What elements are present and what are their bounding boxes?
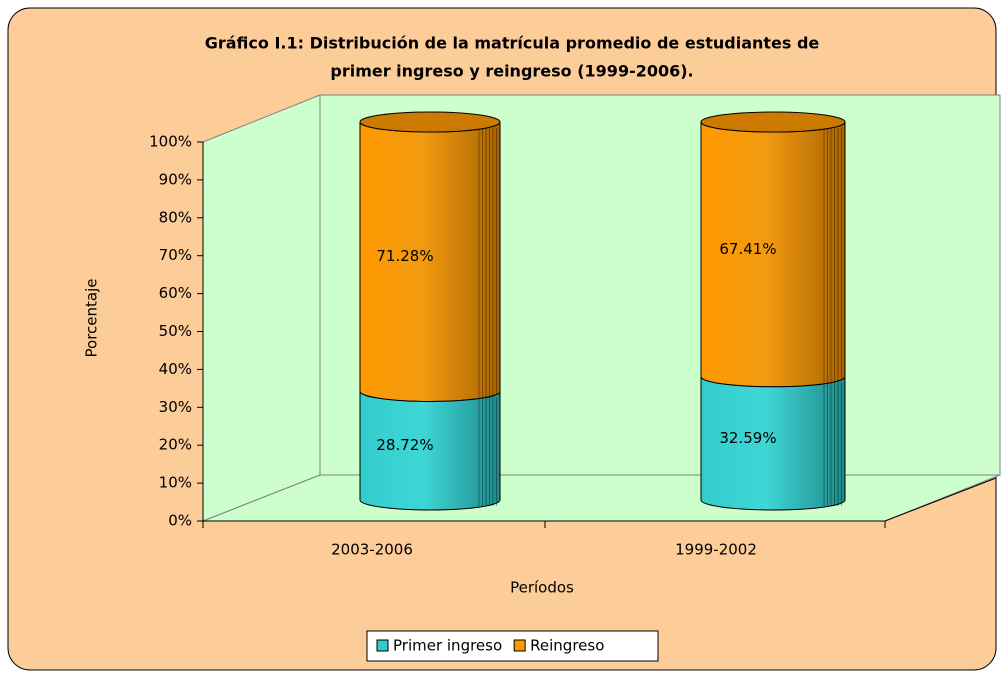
chart-title: primer ingreso y reingreso (1999-2006). [330,62,693,81]
y-tick-label: 90% [159,170,192,188]
cylinder-top [700,111,846,133]
side-wall [202,94,321,522]
y-tick-label: 10% [159,474,192,492]
y-tick-label: 30% [159,398,192,416]
y-tick-label: 20% [159,436,192,454]
floor [202,474,1001,522]
y-tick-label: 60% [159,284,192,302]
y-tick-label: 100% [149,133,192,151]
data-label: 28.72% [376,436,433,454]
y-tick-label: 50% [159,322,192,340]
cylinder-segment [700,376,846,511]
y-tick-label: 80% [159,208,192,226]
data-label: 32.59% [719,429,776,447]
data-label: 71.28% [376,247,433,265]
y-tick-label: 70% [159,246,192,264]
x-tick-label: 1999-2002 [675,541,757,559]
y-tick-label: 0% [168,512,192,530]
cylinder-top [359,111,501,133]
x-axis-title: Períodos [510,579,574,597]
data-label: 67.41% [719,240,776,258]
legend-label: Reingreso [530,637,604,655]
legend-label: Primer ingreso [393,637,502,655]
x-tick-label: 2003-2006 [331,541,413,559]
y-axis-title: Porcentaje [83,279,101,358]
chart-title: Gráfico I.1: Distribución de la matrícul… [205,34,820,53]
legend-swatch [513,639,526,652]
cylinder-segment [359,391,501,511]
legend-swatch [376,639,389,652]
legend [366,630,659,662]
floor-edge [884,477,997,522]
y-tick-label: 40% [159,360,192,378]
